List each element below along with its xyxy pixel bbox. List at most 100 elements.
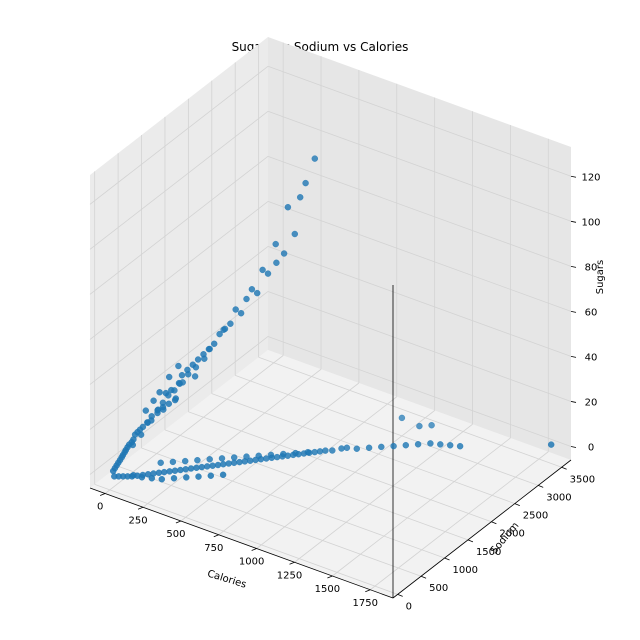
- data-point: [176, 380, 183, 387]
- grid-line-z-back: [267, 155, 572, 267]
- data-point: [165, 400, 173, 408]
- data-point: [210, 340, 218, 348]
- x-tick-label: 750: [204, 543, 223, 554]
- data-point: [311, 155, 319, 162]
- data-point: [219, 471, 227, 479]
- grid-line-z-left: [89, 246, 269, 385]
- grid-line-x-floor: [142, 368, 322, 508]
- data-point: [243, 295, 250, 303]
- data-point: [166, 468, 173, 475]
- grid-line-x-floor: [370, 451, 549, 591]
- grid-line-z-left: [89, 336, 269, 475]
- left-pane: [90, 37, 268, 488]
- data-point: [214, 461, 222, 469]
- data-point: [172, 395, 180, 402]
- y-tick-mark: [491, 521, 497, 525]
- y-tick-label: 3000: [546, 492, 571, 503]
- grid-line-y-floor: [235, 375, 539, 486]
- data-point: [252, 456, 259, 464]
- data-point: [156, 389, 163, 396]
- y-tick-mark: [561, 466, 567, 470]
- data-point: [402, 441, 410, 449]
- x-tick-label: 1250: [277, 570, 302, 581]
- data-point: [183, 474, 190, 481]
- grid-line-z-left: [89, 156, 269, 295]
- data-point: [182, 466, 189, 473]
- x-tick-mark: [137, 506, 144, 510]
- grid-line-z-back: [267, 291, 572, 402]
- data-point: [227, 320, 234, 327]
- data-point: [150, 397, 157, 404]
- data-point: [171, 467, 179, 474]
- z-tick-mark: [570, 220, 577, 223]
- x-tick-mark: [327, 575, 333, 579]
- z-axis-label: Sugars: [595, 260, 606, 294]
- data-point: [446, 442, 454, 449]
- grid-line-x-floor: [256, 410, 435, 549]
- data-point: [322, 447, 329, 454]
- data-point: [289, 451, 297, 459]
- y-tick-label: 0: [406, 601, 412, 612]
- data-point: [203, 463, 211, 470]
- grid-line-z-left: [89, 201, 269, 340]
- data-point: [353, 445, 361, 452]
- data-point: [160, 468, 168, 476]
- data-point: [191, 373, 199, 380]
- data-point: [259, 266, 266, 274]
- x-tick-mark: [213, 534, 219, 538]
- data-point: [427, 440, 434, 447]
- x-tick-mark: [365, 589, 371, 593]
- data-point: [138, 474, 146, 481]
- data-point: [220, 460, 227, 468]
- data-point: [428, 421, 435, 429]
- x-tick-mark: [251, 548, 257, 551]
- grid-line-z-back: [267, 201, 572, 312]
- data-point: [296, 194, 304, 201]
- data-point: [547, 441, 555, 448]
- z-tick-label: 100: [581, 217, 600, 228]
- data-point: [216, 330, 223, 338]
- data-point: [316, 448, 324, 455]
- data-point: [200, 351, 207, 358]
- y-tick-label: 2500: [523, 511, 548, 522]
- data-point: [144, 419, 151, 426]
- data-point: [365, 444, 373, 452]
- data-point: [236, 458, 243, 466]
- data-point: [241, 458, 249, 465]
- data-point: [311, 448, 318, 456]
- data-point: [170, 475, 178, 482]
- data-point: [142, 407, 150, 414]
- y-tick-mark: [444, 557, 450, 561]
- z-tick-mark: [570, 446, 577, 448]
- data-point: [302, 179, 309, 187]
- data-point: [178, 371, 186, 379]
- grid-lines: [89, 42, 572, 595]
- data-point: [169, 458, 177, 466]
- y-tick-mark: [538, 485, 544, 488]
- z-tick-label: 60: [585, 307, 598, 318]
- grid-line-z-left: [89, 110, 269, 250]
- grid-line-z-left: [89, 65, 269, 205]
- x-tick-label: 500: [166, 529, 185, 540]
- data-point: [225, 460, 232, 467]
- x-tick-label: 250: [128, 515, 147, 526]
- axis-lines: [89, 285, 572, 599]
- z-tick-mark: [570, 265, 577, 268]
- grid-line-y-floor: [117, 465, 422, 577]
- data-point: [230, 459, 238, 467]
- data-point: [206, 456, 213, 463]
- data-point: [437, 441, 444, 448]
- z-tick-label: 80: [585, 262, 598, 273]
- data-point: [193, 464, 200, 472]
- grid-line-z-back: [267, 65, 572, 177]
- grid-line-y-floor: [258, 356, 562, 468]
- data-point: [237, 309, 245, 317]
- x-tick-label: 0: [97, 502, 103, 513]
- data-point: [279, 453, 286, 460]
- y-tick-mark: [397, 593, 403, 597]
- data-point: [194, 356, 202, 363]
- data-point: [390, 442, 397, 450]
- data-point: [207, 472, 215, 479]
- data-point: [264, 270, 272, 277]
- data-point: [157, 459, 164, 467]
